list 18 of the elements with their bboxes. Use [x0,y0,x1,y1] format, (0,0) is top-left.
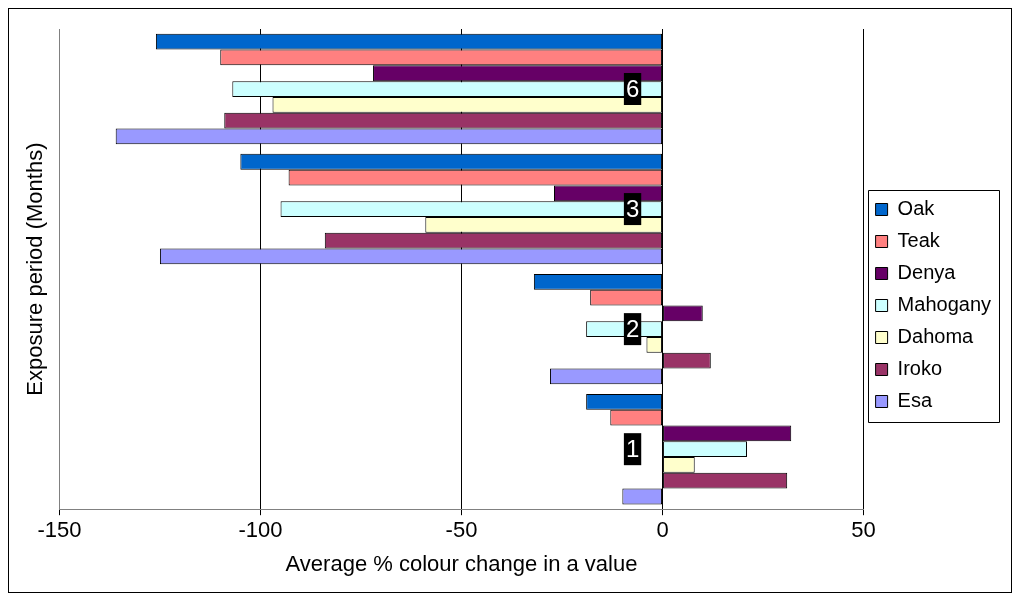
x-tick-label: -50 [445,517,478,543]
x-tick-label: 0 [656,517,669,543]
legend-label: Esa [897,389,933,412]
legend-label: Teak [897,229,941,252]
legend-label: Denya [897,261,957,284]
x-axis-title: Average % colour change in a value [285,550,638,576]
x-tick-label: -100 [238,517,283,543]
x-tick-label: 50 [851,517,876,543]
x-tick-label: -150 [37,517,82,543]
y-axis-title: Exposure period (Months) [22,142,48,396]
y-tick-label: 3 [625,194,640,222]
legend-label: Mahogany [897,293,992,316]
y-tick-label: 2 [625,314,640,342]
y-tick-label: 6 [625,74,640,102]
legend-label: Iroko [897,357,943,380]
y-tick-label: 1 [625,434,640,462]
legend-label: Dahoma [897,325,975,348]
legend-label: Oak [897,197,936,220]
